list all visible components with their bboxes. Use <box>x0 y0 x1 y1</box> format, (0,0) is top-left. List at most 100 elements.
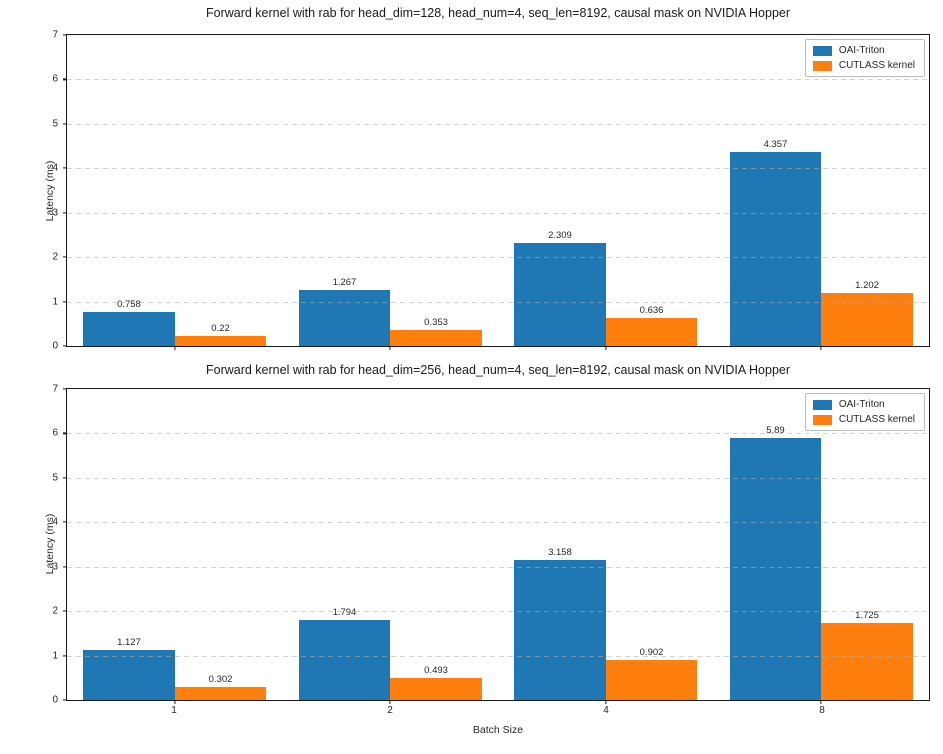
y-tick-label: 1 <box>52 650 58 662</box>
y-tick-mark <box>63 610 67 612</box>
gridline <box>67 433 929 435</box>
x-tick-mark <box>389 700 391 704</box>
gridline <box>67 212 929 214</box>
bar-cutlass-kernel: 0.22 <box>174 323 267 346</box>
bar-groups: 1.127 0.302 1.794 0.493 3.158 0.902 5.89 1.725 <box>67 389 929 700</box>
bar-group-batch-1: 0.758 0.22 <box>67 35 283 346</box>
legend-entry: CUTLASS kernel <box>812 414 915 425</box>
x-axis-label: Batch Size <box>472 724 524 736</box>
y-tick-label: 0 <box>52 694 58 706</box>
bar-cutlass-kernel: 0.636 <box>605 305 698 346</box>
bar-group-batch-8: 4.357 1.202 <box>714 35 930 346</box>
legend: OAI-Triton CUTLASS kernel <box>804 39 925 77</box>
bar-group-batch-4: 3.158 0.902 <box>498 389 714 700</box>
bar-value-label: 0.22 <box>211 323 230 335</box>
legend-swatch-oai-triton <box>812 45 832 56</box>
y-tick-mark <box>63 699 67 701</box>
bar-value-label: 1.725 <box>855 610 879 622</box>
bar-cutlass-kernel: 0.302 <box>174 674 267 700</box>
bar-value-label: 0.353 <box>424 317 448 329</box>
bar-value-label: 0.493 <box>424 665 448 677</box>
bar-cutlass-kernel: 0.493 <box>390 665 482 700</box>
y-tick-label: 7 <box>52 383 58 395</box>
legend-swatch-oai-triton <box>812 399 832 410</box>
gridline <box>67 301 929 303</box>
y-tick-mark <box>63 432 67 435</box>
legend: OAI-Triton CUTLASS kernel <box>804 393 925 431</box>
bar-value-label: 1.794 <box>332 607 357 619</box>
gridline <box>67 566 929 568</box>
x-tick-label: 4 <box>603 705 609 716</box>
y-tick-mark <box>63 167 67 169</box>
gridline <box>67 257 929 259</box>
bar-oai-triton: 1.794 <box>298 607 391 700</box>
bar-value-label: 1.202 <box>855 279 879 291</box>
bar-oai-triton: 3.158 <box>514 547 606 700</box>
x-tick-mark <box>389 346 391 350</box>
bar-group-batch-8: 5.89 1.725 <box>714 389 930 700</box>
x-tick-mark <box>820 700 822 704</box>
chart-title: Forward kernel with rab for head_dim=128… <box>205 6 791 20</box>
bar-oai-triton: 4.357 <box>729 139 822 346</box>
bar-value-label: 0.758 <box>117 299 141 311</box>
y-tick-label: 6 <box>52 73 58 85</box>
bar-group-batch-2: 1.267 0.353 <box>283 35 499 346</box>
legend-label: OAI-Triton <box>838 399 885 410</box>
y-tick-label: 4 <box>52 516 58 528</box>
x-tick-labels: 1 2 4 8 <box>66 705 930 716</box>
y-tick-label: 5 <box>52 472 58 484</box>
bar-value-label: 4.357 <box>763 139 788 151</box>
x-tick-mark <box>820 346 822 350</box>
y-tick-label: 2 <box>52 251 58 263</box>
legend-entry: OAI-Triton <box>812 399 915 410</box>
bar-value-label: 5.89 <box>766 425 785 437</box>
bar-oai-triton: 2.309 <box>514 230 606 346</box>
y-tick-mark <box>63 256 67 258</box>
y-tick-label: 1 <box>52 296 58 308</box>
legend-label: CUTLASS kernel <box>838 60 915 71</box>
y-tick-mark <box>63 477 67 479</box>
x-tick-mark <box>605 700 607 704</box>
x-tick-mark <box>605 346 607 350</box>
bar-cutlass-kernel: 1.202 <box>821 280 913 346</box>
plot-area: 1.127 0.302 1.794 0.493 3.158 0.902 5.89 1.725 … <box>52 384 930 706</box>
bar-value-label: 0.902 <box>639 646 664 658</box>
legend-swatch-cutlass-kernel <box>812 414 832 425</box>
y-tick-label: 7 <box>52 29 58 41</box>
plot-area: 0.758 0.22 1.267 0.353 2.309 0.636 4.357 1.202 … <box>52 30 930 352</box>
gridline <box>67 477 929 479</box>
gridline <box>67 611 929 613</box>
gridline <box>67 522 929 524</box>
y-tick-label: 3 <box>52 207 58 219</box>
y-tick-label: 4 <box>52 162 58 174</box>
gridline <box>67 79 929 81</box>
y-tick-mark <box>63 78 67 81</box>
bar-cutlass-kernel: 1.725 <box>821 610 913 700</box>
x-tick-mark <box>174 700 176 704</box>
y-tick-mark <box>63 521 67 523</box>
bar-cutlass-kernel: 0.353 <box>390 317 482 346</box>
y-tick-label: 2 <box>52 605 58 617</box>
x-tick-label: 1 <box>171 705 177 716</box>
gridline <box>67 168 929 170</box>
bar-oai-triton: 1.267 <box>298 277 391 346</box>
bar-value-label: 0.302 <box>208 673 233 685</box>
bar-value-label: 0.636 <box>639 304 664 316</box>
chart-title: Forward kernel with rab for head_dim=256… <box>205 363 791 377</box>
bar-value-label: 3.158 <box>548 546 572 558</box>
y-tick-label: 0 <box>52 340 58 352</box>
bar-oai-triton: 0.758 <box>83 299 175 346</box>
bar-value-label: 1.267 <box>332 276 357 288</box>
bar-value-label: 1.127 <box>117 636 141 648</box>
gridline <box>67 655 929 657</box>
bar-group-batch-4: 2.309 0.636 <box>498 35 714 346</box>
legend-entry: OAI-Triton <box>812 45 915 56</box>
y-tick-mark <box>63 212 67 214</box>
x-tick-label: 2 <box>387 705 393 716</box>
y-tick-label: 6 <box>52 427 58 439</box>
bar-oai-triton: 1.127 <box>83 637 175 700</box>
y-tick-mark <box>63 34 67 36</box>
bar-group-batch-1: 1.127 0.302 <box>67 389 283 700</box>
y-tick-label: 5 <box>52 118 58 130</box>
